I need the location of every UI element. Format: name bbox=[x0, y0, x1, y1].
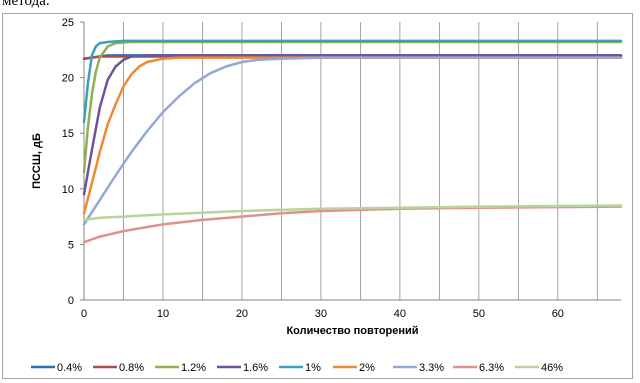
axes bbox=[83, 22, 621, 301]
page-top-text: метода. bbox=[2, 0, 50, 9]
x-tick-label: 60 bbox=[552, 308, 564, 320]
chart-frame bbox=[2, 13, 633, 379]
series-lines bbox=[82, 39, 623, 244]
legend-label: 1.2% bbox=[181, 362, 206, 374]
x-tick-label: 30 bbox=[315, 308, 327, 320]
y-tick-label: 5 bbox=[68, 239, 74, 251]
legend: 0.4% 0.8% 1.2% 1.6% 1% 2% 3.3% 6.3% 46% bbox=[31, 362, 563, 374]
x-tick-label: 50 bbox=[473, 308, 485, 320]
series-line bbox=[82, 56, 623, 215]
y-tick-label: 15 bbox=[62, 128, 74, 140]
y-tick-label: 25 bbox=[62, 17, 74, 29]
legend-label: 3.3% bbox=[419, 362, 444, 374]
y-axis-label: ПССШ, дБ bbox=[31, 133, 43, 189]
grid-lines bbox=[123, 22, 598, 300]
legend-label: 0.8% bbox=[119, 362, 144, 374]
legend-label: 1.6% bbox=[243, 362, 268, 374]
legend-label: 0.4% bbox=[57, 362, 82, 374]
y-tick-label: 10 bbox=[62, 184, 74, 196]
y-tick-label: 0 bbox=[68, 295, 74, 307]
x-axis-label: Количество повторений bbox=[286, 325, 418, 337]
series-line bbox=[82, 39, 623, 124]
x-tick-label: 40 bbox=[394, 308, 406, 320]
legend-label: 46% bbox=[541, 362, 563, 374]
legend-label: 6.3% bbox=[479, 362, 504, 374]
x-tick-label: 20 bbox=[236, 308, 248, 320]
series-line bbox=[82, 204, 623, 222]
series-line bbox=[82, 205, 623, 244]
y-tick-label: 20 bbox=[62, 73, 74, 85]
x-tick-label: 0 bbox=[81, 308, 87, 320]
series-line bbox=[82, 56, 623, 226]
x-tick-label: 10 bbox=[157, 308, 169, 320]
series-line bbox=[82, 40, 623, 174]
legend-label: 1% bbox=[305, 362, 321, 374]
series-line bbox=[82, 54, 623, 196]
legend-label: 2% bbox=[359, 362, 375, 374]
tick-labels: 0 5 10 15 20 25 0 10 20 30 40 50 60 bbox=[62, 17, 564, 320]
